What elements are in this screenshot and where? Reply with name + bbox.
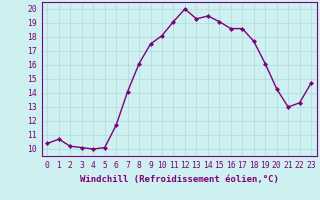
X-axis label: Windchill (Refroidissement éolien,°C): Windchill (Refroidissement éolien,°C) xyxy=(80,175,279,184)
